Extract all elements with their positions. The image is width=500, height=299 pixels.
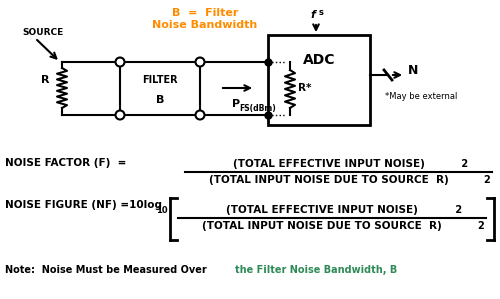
Text: (TOTAL INPUT NOISE DUE TO SOURCE  R): (TOTAL INPUT NOISE DUE TO SOURCE R) <box>202 221 442 231</box>
Text: B: B <box>156 95 164 105</box>
Text: ADC: ADC <box>303 53 335 67</box>
Text: f: f <box>310 10 316 20</box>
Text: B  =  Filter: B = Filter <box>172 8 238 18</box>
Text: (TOTAL EFFECTIVE INPUT NOISE): (TOTAL EFFECTIVE INPUT NOISE) <box>232 159 424 169</box>
Text: (TOTAL INPUT NOISE DUE TO SOURCE  R): (TOTAL INPUT NOISE DUE TO SOURCE R) <box>208 175 448 185</box>
Text: Noise Bandwidth: Noise Bandwidth <box>152 20 258 30</box>
Text: NOISE FIGURE (NF) =10log: NOISE FIGURE (NF) =10log <box>5 200 162 210</box>
Circle shape <box>196 111 204 120</box>
Text: s: s <box>319 8 324 17</box>
Text: R*: R* <box>298 83 312 93</box>
Text: 2: 2 <box>477 221 484 231</box>
Circle shape <box>116 111 124 120</box>
Bar <box>120 62 200 115</box>
Text: SOURCE: SOURCE <box>22 28 63 37</box>
Text: 2: 2 <box>484 175 490 185</box>
Text: NOISE FACTOR (F)  =: NOISE FACTOR (F) = <box>5 158 126 168</box>
Text: FILTER: FILTER <box>142 75 178 85</box>
Bar <box>268 35 370 125</box>
Text: (TOTAL EFFECTIVE INPUT NOISE): (TOTAL EFFECTIVE INPUT NOISE) <box>226 205 418 215</box>
Circle shape <box>196 57 204 66</box>
Text: 2: 2 <box>452 205 462 215</box>
Text: 2: 2 <box>458 159 468 169</box>
Text: 10: 10 <box>156 206 168 215</box>
Circle shape <box>116 57 124 66</box>
Text: R: R <box>42 75 50 85</box>
Text: P: P <box>232 99 240 109</box>
Text: *May be external: *May be external <box>385 92 458 101</box>
Text: FS(dBm): FS(dBm) <box>239 103 276 112</box>
Text: N: N <box>408 63 418 77</box>
Text: the Filter Noise Bandwidth, B: the Filter Noise Bandwidth, B <box>235 265 397 275</box>
Text: Note:  Noise Must be Measured Over: Note: Noise Must be Measured Over <box>5 265 210 275</box>
